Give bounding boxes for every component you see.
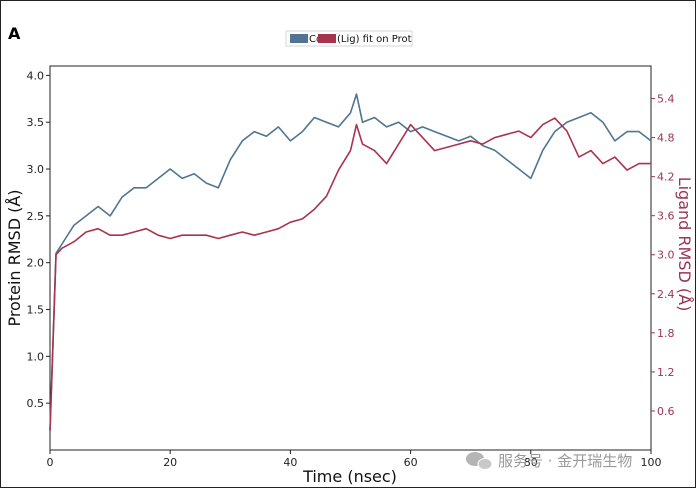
legend-label-protein: Cα xyxy=(309,34,323,45)
bottom-tick-label: 60 xyxy=(404,456,418,469)
left-tick-label: 2.5 xyxy=(27,210,45,223)
right-tick-label: 1.8 xyxy=(657,327,675,340)
plot-frame xyxy=(49,65,652,451)
bottom-tick-label: 100 xyxy=(641,456,662,469)
watermark: 服务号 · 金开瑞生物 xyxy=(466,452,632,470)
right-tick-label: 3.6 xyxy=(657,210,675,223)
right-tick-label: 4.8 xyxy=(657,132,675,145)
left-tick-label: 3.5 xyxy=(27,116,45,129)
right-axis: 0.6 1.2 1.8 2.4 3.0 3.6 4.2 4.8 5.4 xyxy=(651,93,675,418)
left-axis: 0.5 1.0 1.5 2.0 2.5 3.0 3.5 4.0 xyxy=(27,69,50,410)
left-tick-label: 1.5 xyxy=(27,304,45,317)
legend-box xyxy=(285,30,413,47)
legend-swatch-ligand xyxy=(318,34,336,43)
series-line-ligand xyxy=(49,117,651,431)
legend: Cα (Lig) fit on Prot xyxy=(285,30,413,47)
left-tick-label: 4.0 xyxy=(27,69,45,82)
left-tick-label: 1.0 xyxy=(27,350,45,363)
right-tick-label: 5.4 xyxy=(657,93,675,106)
bottom-tick-label: 0 xyxy=(47,456,54,469)
y2-axis-title: Ligand RMSD (Å) xyxy=(675,177,694,312)
bottom-tick-label: 20 xyxy=(163,456,177,469)
wechat-icon xyxy=(466,452,493,470)
right-tick-label: 0.6 xyxy=(657,405,675,418)
bottom-tick-label: 80 xyxy=(524,456,538,469)
right-tick-label: 4.2 xyxy=(657,171,675,184)
left-tick-label: 3.0 xyxy=(27,163,45,176)
left-tick-label: 2.0 xyxy=(27,257,45,270)
legend-swatch-protein xyxy=(290,34,308,43)
series-line-protein xyxy=(49,93,652,432)
watermark-text: 服务号 · 金开瑞生物 xyxy=(498,452,632,470)
legend-label-ligand: (Lig) fit on Prot xyxy=(337,34,412,45)
panel-label: A xyxy=(8,24,21,43)
right-tick-label: 1.2 xyxy=(657,366,675,379)
right-tick-label: 2.4 xyxy=(657,288,675,301)
series-layer xyxy=(49,93,652,432)
left-tick-label: 0.5 xyxy=(27,397,45,410)
x-axis-title: Time (nsec) xyxy=(302,467,397,486)
y-axis-title: Protein RMSD (Å) xyxy=(5,189,24,326)
bottom-axis: 0 20 40 60 80 100 xyxy=(47,450,662,469)
bottom-tick-label: 40 xyxy=(283,456,297,469)
right-tick-label: 3.0 xyxy=(657,249,675,262)
